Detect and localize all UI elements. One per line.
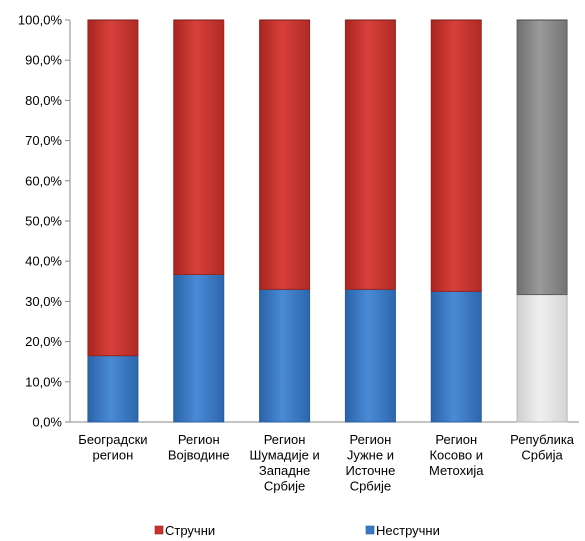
bar-nestrucni-0 [87,355,139,423]
bar-strucni-0 [87,19,139,357]
legend-label-strucni: Стручни [165,523,215,538]
y-tick-label: 30,0% [25,294,62,309]
y-tick-label: 80,0% [25,93,62,108]
y-tick-label: 100,0% [18,13,63,28]
x-category-label: Регион Шумадије и Западне Србије [249,432,319,494]
x-category-label: Регион Косово и Метохија [429,432,484,478]
bars [87,19,568,423]
legend-label-nestrucni: Нестручни [376,523,440,538]
legend-swatch-strucni [154,525,164,535]
y-tick-label: 0,0% [32,415,62,430]
y-tick-label: 40,0% [25,254,62,269]
bar-strucni-2 [259,19,311,290]
bar-strucni-3 [344,19,396,290]
bar-strucni-1 [173,19,225,275]
x-category-label: Регион Војводине [168,432,230,463]
x-category-label: Београдски регион [78,432,147,463]
x-category-label: Република Србија [510,432,575,463]
bar-nestrucni-2 [259,288,311,423]
bar-nestrucni-5 [516,294,568,423]
bar-strucni-5 [516,19,568,296]
y-tick-label: 70,0% [25,133,62,148]
category-labels: Београдски регион Регион Војводине Регион Шум… [78,432,575,494]
y-tick-label: 20,0% [25,334,62,349]
bar-strucni-4 [430,19,482,292]
y-tick-label: 10,0% [25,374,62,389]
legend-swatch-nestrucni [365,525,375,535]
y-axis: 0,0% 10,0% 20,0% 30,0% 40,0% 50,0% 60,0% 70,0% 8… [18,13,579,430]
y-tick-label: 90,0% [25,53,62,68]
bar-nestrucni-1 [173,273,225,423]
bar-nestrucni-4 [430,290,482,423]
x-category-label: Регион Јужне и Источне Србије [346,432,396,494]
y-tick-label: 60,0% [25,173,62,188]
bar-nestrucni-3 [344,288,396,423]
y-tick-label: 50,0% [25,214,62,229]
legend: Стручни Нестручни [154,523,440,538]
